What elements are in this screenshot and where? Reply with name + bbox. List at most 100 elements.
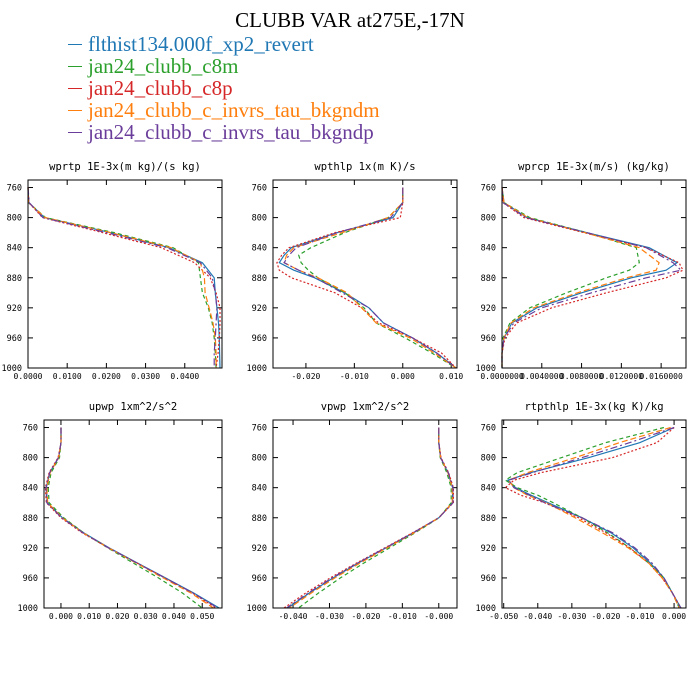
y-tick-label: 920 — [252, 304, 267, 314]
plot-frame — [272, 179, 458, 369]
legend-item: jan24_clubb_c8m — [68, 53, 380, 78]
y-tick-label: 1000 — [2, 364, 22, 374]
series-line-3 — [501, 187, 684, 368]
series-line-3 — [283, 427, 454, 609]
legend-swatch-3 — [68, 109, 82, 111]
x-tick-label: -0.010 — [340, 372, 369, 381]
x-tick-label: 0.010 — [439, 372, 463, 381]
legend-item: flthist134.000f_xp2_revert — [68, 32, 380, 56]
x-tick-label: -0.020 — [291, 372, 320, 381]
x-tick-label: 0.0080000 — [560, 372, 604, 381]
series-line-5 — [27, 187, 218, 368]
y-tick-label: 960 — [252, 574, 267, 584]
page-title: CLUBB VAR at275E,-17N — [235, 8, 465, 32]
x-tick-label: 0.050 — [190, 612, 214, 621]
plot-frame — [272, 419, 458, 609]
y-tick-label: 920 — [481, 544, 496, 554]
legend-label: jan24_clubb_c8m — [88, 53, 239, 78]
legend-swatch-1 — [68, 65, 82, 67]
y-tick-label: 800 — [481, 214, 496, 224]
x-tick-label: 0.0300 — [131, 372, 160, 381]
panel-5: vpwp 1xm^2/s^2 760 800 840 880 920 960 1000 -0.0… — [247, 401, 458, 621]
y-tick-label: 960 — [481, 334, 496, 344]
x-tick-label: 0.0200 — [92, 372, 121, 381]
y-tick-label: 1000 — [476, 604, 496, 614]
y-tick-label: 880 — [252, 274, 267, 284]
y-tick-label: 840 — [252, 484, 267, 494]
x-tick-label: 0.0000 — [14, 372, 43, 381]
y-tick-label: 760 — [252, 424, 267, 434]
x-tick-label: 0.010 — [77, 612, 101, 621]
x-tick-label: -0.010 — [388, 612, 417, 621]
y-tick-label: 840 — [481, 244, 496, 254]
y-tick-label: 1000 — [18, 604, 38, 614]
series-line-3 — [276, 187, 457, 369]
x-tick-label: -0.000 — [424, 612, 453, 621]
panel-4: upwp 1xm^2/s^2 760 800 840 880 920 960 1000 0.00… — [18, 401, 223, 621]
legend-label: jan24_clubb_c_invrs_tau_bkgndm — [88, 97, 380, 122]
y-tick-label: 880 — [252, 514, 267, 524]
panel-title: wprcp 1E-3x(m/s) (kg/kg) — [518, 161, 670, 173]
series-line-4 — [507, 426, 680, 609]
series-line-5 — [501, 187, 683, 368]
series-line-5 — [45, 427, 219, 609]
y-tick-label: 840 — [23, 484, 38, 494]
y-tick-label: 880 — [23, 514, 38, 524]
y-tick-label: 880 — [481, 514, 496, 524]
x-tick-label: 0.0120000 — [600, 372, 644, 381]
y-tick-label: 960 — [7, 334, 22, 344]
panel-title: vpwp 1xm^2/s^2 — [321, 401, 410, 413]
x-tick-label: 0.000 — [391, 372, 415, 381]
x-tick-label: 0.020 — [105, 612, 129, 621]
series-line-4 — [501, 187, 660, 368]
y-tick-label: 920 — [23, 544, 38, 554]
y-tick-label: 800 — [7, 214, 22, 224]
legend-item: jan24_clubb_c8p — [68, 75, 380, 100]
plot-frame — [501, 419, 687, 609]
series-line-4 — [289, 427, 453, 609]
x-tick-label: -0.030 — [315, 612, 344, 621]
legend-label: jan24_clubb_c8p — [88, 75, 233, 100]
plot-frame — [27, 179, 223, 369]
y-tick-label: 920 — [481, 304, 496, 314]
y-tick-label: 840 — [7, 244, 22, 254]
plot-frame — [43, 419, 223, 609]
y-tick-label: 920 — [252, 544, 267, 554]
x-tick-label: 0.0160000 — [639, 372, 683, 381]
series-line-5 — [286, 427, 454, 609]
y-tick-label: 760 — [252, 184, 267, 194]
x-tick-label: -0.020 — [591, 612, 620, 621]
x-tick-label: -0.040 — [279, 612, 308, 621]
y-tick-label: 800 — [23, 454, 38, 464]
y-tick-label: 800 — [252, 214, 267, 224]
y-tick-label: 760 — [23, 424, 38, 434]
legend-swatch-0 — [68, 43, 82, 45]
y-tick-label: 840 — [252, 244, 267, 254]
y-tick-label: 880 — [7, 274, 22, 284]
legend-swatch-2 — [68, 87, 82, 89]
series-line-1 — [27, 187, 221, 369]
x-tick-label: -0.020 — [351, 612, 380, 621]
y-tick-label: 960 — [481, 574, 496, 584]
series-line-2 — [504, 426, 680, 609]
legend-item: jan24_clubb_c_invrs_tau_bkgndm — [68, 97, 380, 122]
series-line-2 — [298, 427, 452, 609]
x-tick-label: 0.040 — [162, 612, 186, 621]
y-tick-label: 1000 — [247, 364, 267, 374]
series-line-1 — [506, 426, 682, 609]
y-tick-label: 960 — [23, 574, 38, 584]
series-line-3 — [27, 187, 221, 369]
legend-label: jan24_clubb_c_invrs_tau_bkgndp — [88, 119, 374, 144]
series-line-1 — [501, 187, 679, 368]
panel-6: rtpthlp 1E-3x(kg K)/kg 760 800 840 880 920 960… — [476, 401, 687, 621]
series-line-5 — [283, 187, 457, 369]
series-line-5 — [507, 426, 682, 609]
series-line-2 — [297, 187, 457, 369]
x-tick-label: -0.010 — [626, 612, 655, 621]
series-line-4 — [27, 187, 217, 368]
x-tick-label: 0.0040000 — [520, 372, 564, 381]
y-tick-label: 760 — [481, 424, 496, 434]
y-tick-label: 800 — [252, 454, 267, 464]
x-tick-label: -0.030 — [557, 612, 586, 621]
